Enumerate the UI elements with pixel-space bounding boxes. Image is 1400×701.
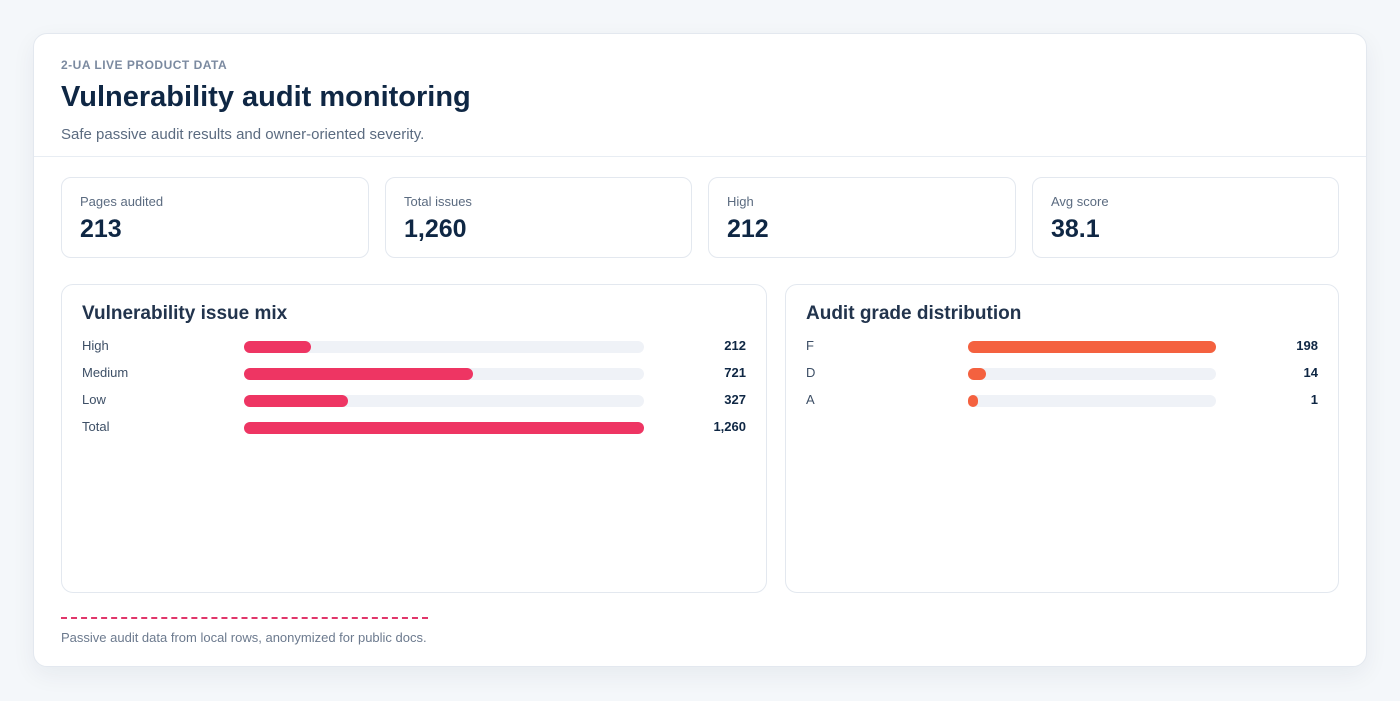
- bar-label: Medium: [82, 365, 129, 380]
- bar-fill: [244, 422, 644, 434]
- bar-fill: [244, 395, 348, 407]
- bar-label: D: [806, 365, 816, 380]
- bar-value: 14: [1303, 365, 1318, 380]
- bar-track: [968, 395, 1216, 407]
- bar-fill: [244, 341, 312, 353]
- stat-value: 212: [727, 215, 769, 243]
- panel-title: Vulnerability issue mix: [82, 303, 288, 324]
- bar-value: 1,260: [713, 419, 746, 434]
- panel-title: Audit grade distribution: [806, 303, 1022, 324]
- bar-row: Medium 721: [82, 361, 746, 388]
- issue-mix-panel: Vulnerability issue mix High 212 Medium 721…: [61, 284, 767, 593]
- bar-track: [244, 368, 644, 380]
- stat-card-pages-audited: Pages audited 213: [61, 177, 369, 258]
- page-subtitle: Safe passive audit results and owner-ori…: [61, 126, 425, 143]
- stat-card-total-issues: Total issues 1,260: [385, 177, 692, 258]
- bar-value: 212: [724, 338, 746, 353]
- bar-value: 721: [724, 365, 746, 380]
- bar-fill: [968, 368, 986, 380]
- bar-row: High 212: [82, 334, 746, 361]
- footer-divider: [61, 617, 428, 619]
- dashboard-card: 2-UA LIVE PRODUCT DATA Vulnerability aud…: [33, 33, 1367, 667]
- stat-value: 213: [80, 215, 122, 243]
- bar-row: F 198: [806, 334, 1318, 361]
- bar-label: F: [806, 338, 814, 353]
- grade-distribution-bars: F 198 D 14 A 1: [806, 334, 1318, 415]
- grade-distribution-panel: Audit grade distribution F 198 D 14 A 1: [785, 284, 1339, 593]
- stat-card-avg-score: Avg score 38.1: [1032, 177, 1339, 258]
- footer-note: Passive audit data from local rows, anon…: [61, 630, 427, 645]
- bar-row: Low 327: [82, 388, 746, 415]
- bar-track: [244, 422, 644, 434]
- bar-value: 198: [1296, 338, 1318, 353]
- bar-row: D 14: [806, 361, 1318, 388]
- bar-label: A: [806, 392, 815, 407]
- bar-value: 1: [1310, 392, 1318, 407]
- issue-mix-bars: High 212 Medium 721 Low 327 Total 1,260: [82, 334, 746, 442]
- bar-track: [968, 368, 1216, 380]
- stat-value: 1,260: [404, 215, 467, 243]
- bar-fill: [968, 341, 1216, 353]
- page-title: Vulnerability audit monitoring: [61, 81, 471, 113]
- bar-fill: [968, 395, 978, 407]
- stat-value: 38.1: [1051, 215, 1100, 243]
- stat-label: Pages audited: [80, 194, 164, 209]
- stat-card-high: High 212: [708, 177, 1016, 258]
- bar-track: [968, 341, 1216, 353]
- stat-label: Total issues: [404, 194, 472, 209]
- eyebrow-label: 2-UA LIVE PRODUCT DATA: [61, 58, 228, 72]
- bar-track: [244, 395, 644, 407]
- bar-value: 327: [724, 392, 746, 407]
- bar-label: High: [82, 338, 109, 353]
- stat-label: High: [727, 194, 754, 209]
- bar-label: Low: [82, 392, 106, 407]
- stat-label: Avg score: [1051, 194, 1109, 209]
- bar-row: Total 1,260: [82, 415, 746, 442]
- bar-label: Total: [82, 419, 110, 434]
- bar-track: [244, 341, 644, 353]
- bar-fill: [244, 368, 473, 380]
- dashboard-header: 2-UA LIVE PRODUCT DATA Vulnerability aud…: [34, 34, 1366, 157]
